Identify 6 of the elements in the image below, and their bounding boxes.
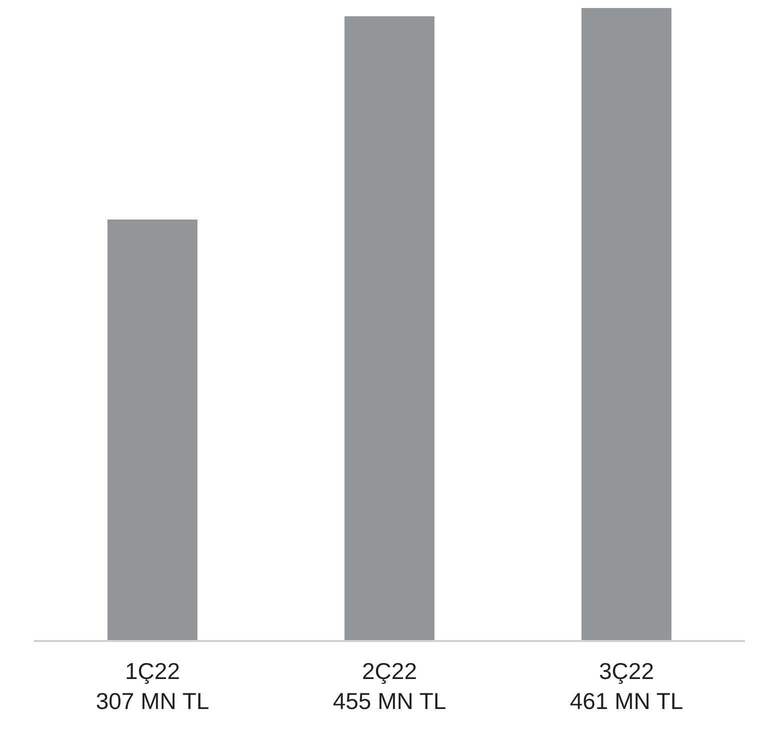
x-tick-label: 2Ç22 <box>362 658 417 684</box>
data-label: 307 MN TL <box>96 688 210 714</box>
data-label: 461 MN TL <box>570 688 684 714</box>
data-label: 455 MN TL <box>332 688 446 714</box>
x-tick-label: 1Ç22 <box>125 658 180 684</box>
x-tick-label: 3Ç22 <box>599 658 654 684</box>
